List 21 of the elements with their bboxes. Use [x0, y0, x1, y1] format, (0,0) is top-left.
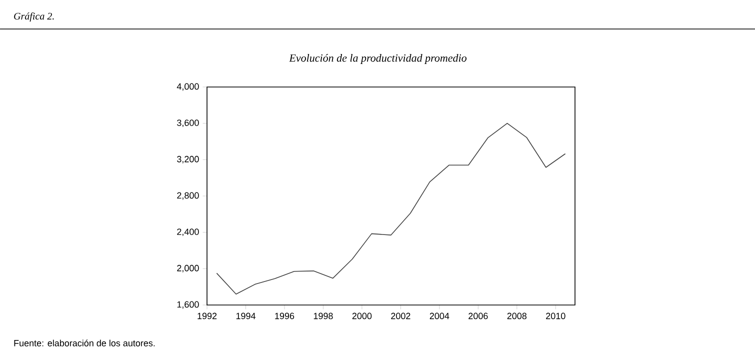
y-tick-label: 3,600 — [177, 120, 199, 128]
x-tick-label: 1992 — [198, 312, 217, 320]
y-tick-label: 4,000 — [176, 83, 199, 91]
x-tick-label: 2002 — [391, 312, 410, 320]
y-tick-label: 2,400 — [177, 228, 199, 236]
source-note: Fuente: elaboración de los autores. — [14, 340, 155, 346]
x-tick-label: 2008 — [507, 312, 527, 320]
x-tick-label: 1998 — [314, 312, 333, 320]
x-tick-label: 2000 — [352, 312, 372, 320]
chart-title: Evolución de la productividad promedio — [289, 54, 466, 64]
y-tick-label: 3,200 — [177, 156, 199, 164]
y-tick-label: 1,600 — [177, 301, 199, 309]
x-tick-label: 2004 — [430, 312, 450, 320]
y-tick-label: 2,800 — [177, 192, 199, 200]
x-tick-label: 2010 — [546, 312, 566, 320]
x-tick-label: 1996 — [275, 312, 294, 320]
x-tick-label: 2006 — [468, 312, 488, 320]
y-tick-label: 2,000 — [177, 264, 199, 272]
text: Gráfica 2. — [14, 12, 54, 22]
line-series — [216, 122, 566, 294]
x-tick-label: 1994 — [236, 312, 256, 320]
